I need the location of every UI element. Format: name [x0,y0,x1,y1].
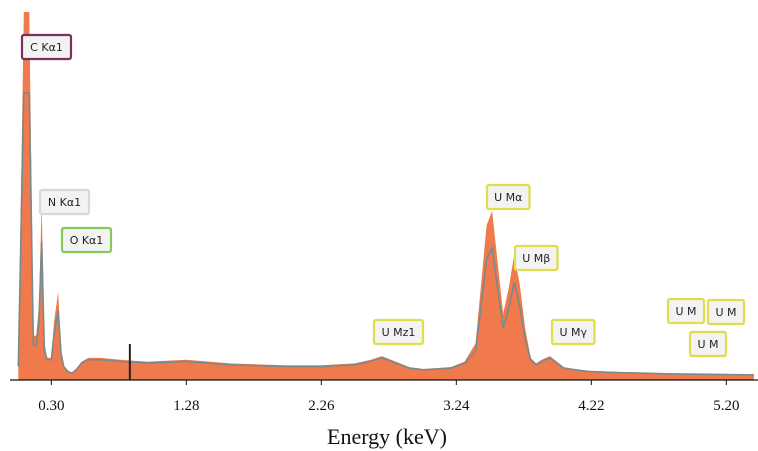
x-tick-label: 0.30 [38,398,64,414]
peak-label-box [666,297,706,325]
x-axis-ticks: 0.30 1.28 2.26 3.24 4.22 5.20 [38,380,739,414]
peak-label-box [20,33,73,61]
x-axis-title: Energy (keV) [327,424,447,449]
peak-label-2: O Kα1 [60,226,113,254]
peak-label-text: U Mα [494,191,522,204]
peak-label-text: U M [697,338,718,351]
peak-label-4: U Mα [485,183,531,211]
peak-label-box [706,298,746,326]
peak-label-1: N Kα1 [38,188,91,216]
peak-label-text: U Mz1 [382,326,416,339]
peak-label-box [372,318,425,346]
peak-label-box [513,244,559,272]
peak-label-text: U M [675,305,696,318]
peak-label-text: C Kα1 [30,41,63,54]
peak-label-7: U M [666,297,706,325]
peak-label-6: U Mγ [550,318,596,346]
peak-label-text: O Kα1 [70,234,104,247]
peak-label-8: U M [706,298,746,326]
peak-label-3: U Mz1 [372,318,425,346]
peak-label-5: U Mβ [513,244,559,272]
plot-area [17,12,754,380]
x-tick-label: 3.24 [443,398,470,414]
x-tick-label: 1.28 [173,398,199,414]
peak-label-box [485,183,531,211]
peak-label-box [688,330,728,358]
peak-label-box [550,318,596,346]
peak-label-text: U Mβ [522,252,550,265]
peak-label-box [60,226,113,254]
x-tick-label: 2.26 [308,398,335,414]
peak-label-9: U M [688,330,728,358]
peak-label-box [38,188,91,216]
peak-labels: C Kα1 N Kα1 O Kα1 U Mz1 U Mα U Mβ U Mγ U M U M U … [20,33,746,358]
peak-label-text: U Mγ [559,326,587,339]
x-tick-label: 5.20 [713,398,739,414]
spectrum-outline-0 [17,92,754,376]
x-tick-label: 4.22 [578,398,604,414]
peak-label-0: C Kα1 [20,33,73,61]
peak-label-text: N Kα1 [48,196,81,209]
peak-label-text: U M [715,306,736,319]
